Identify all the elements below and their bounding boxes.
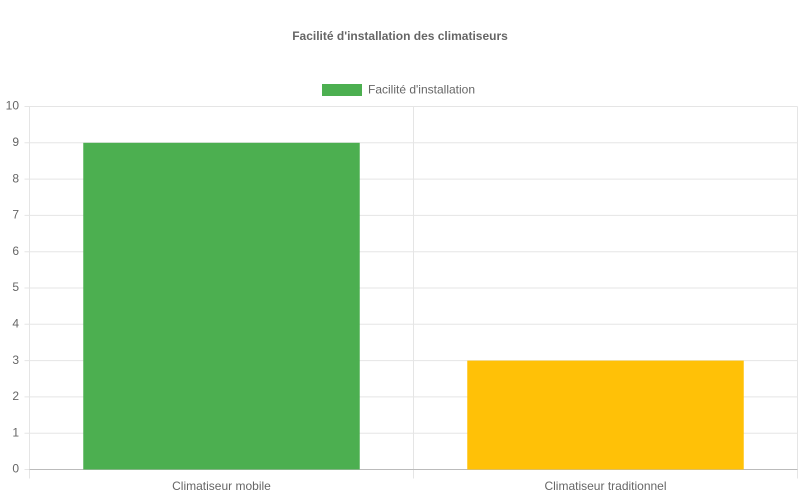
x-tick-label: Climatiseur traditionnel	[544, 479, 666, 493]
y-tick-label: 0	[12, 462, 19, 476]
y-tick-label: 10	[6, 99, 20, 113]
y-tick-label: 4	[12, 316, 19, 330]
chart-title: Facilité d'installation des climatiseurs	[292, 29, 508, 43]
legend-swatch	[322, 84, 362, 96]
bar	[467, 360, 744, 470]
y-tick-label: 8	[12, 171, 19, 185]
x-tick-label: Climatiseur mobile	[172, 479, 271, 493]
y-tick-label: 3	[12, 353, 19, 367]
y-tick-label: 5	[12, 280, 19, 294]
y-tick-label: 1	[12, 425, 19, 439]
y-tick-label: 9	[12, 135, 19, 149]
y-tick-label: 7	[12, 208, 19, 222]
legend-label: Facilité d'installation	[368, 83, 475, 97]
y-tick-label: 6	[12, 244, 19, 258]
bar	[83, 142, 360, 470]
y-tick-label: 2	[12, 389, 19, 403]
